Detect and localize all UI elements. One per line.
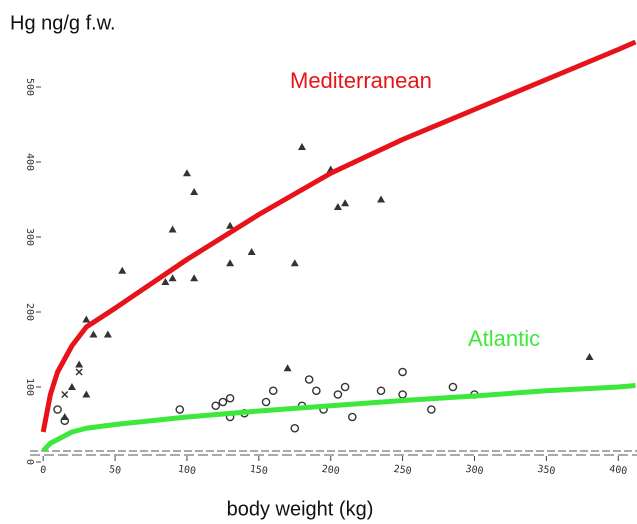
triangle-point (168, 274, 177, 282)
circle-point (398, 367, 407, 377)
circle-point (376, 386, 386, 396)
triangle-point (585, 353, 594, 360)
cross-point (75, 368, 83, 376)
circle-point (60, 416, 70, 426)
triangle-point (118, 266, 127, 274)
cross-point (61, 390, 69, 399)
x-tick-label: 150 (249, 464, 268, 477)
curve (41, 383, 636, 453)
circle-point (268, 386, 278, 396)
circle-point (347, 412, 357, 422)
y-tick-label: 400 (24, 153, 35, 171)
triangle-point (161, 278, 170, 285)
y-axis-title: Hg ng/g f.w. (10, 12, 116, 34)
y-tick-label: 300 (24, 228, 35, 246)
x-tick-label: 100 (177, 464, 196, 477)
triangle-point (283, 364, 292, 372)
x-tick-label: 250 (393, 464, 412, 477)
y-tick-label: 200 (24, 303, 35, 321)
triangle-point (247, 248, 256, 255)
x-tick-label: 200 (321, 464, 340, 477)
triangle-point (103, 330, 112, 338)
triangle-point (82, 390, 91, 398)
circle-point (175, 405, 185, 414)
x-tick-label: 400 (608, 464, 627, 477)
x-tick-label: 350 (537, 464, 556, 477)
circle-point (340, 382, 350, 392)
circle-point (398, 390, 407, 399)
triangle-point (75, 360, 84, 368)
series-label: Mediterranean (290, 68, 432, 93)
circle-point (218, 397, 228, 407)
triangle-point (290, 259, 299, 267)
triangle-point (377, 195, 386, 203)
triangle-point (82, 315, 91, 323)
curve (40, 39, 637, 433)
triangle-point (297, 143, 306, 150)
circle-point (427, 405, 436, 414)
circle-point (304, 375, 314, 384)
triangle-point (341, 199, 350, 207)
x-tick-label: 50 (108, 464, 121, 477)
triangle-point (182, 169, 191, 177)
x-tick-label: 0 (39, 465, 47, 477)
circle-point (312, 386, 321, 396)
x-axis-title: body weight (kg) (227, 498, 374, 520)
triangle-point (168, 225, 177, 233)
triangle-point (67, 383, 76, 390)
circle-point (448, 382, 458, 392)
triangle-point (226, 259, 235, 267)
triangle-point (226, 221, 235, 229)
y-tick-label: 100 (24, 378, 35, 396)
y-tick-label: 0 (24, 459, 35, 465)
triangle-point (190, 188, 199, 195)
x-tick-label: 300 (465, 464, 484, 477)
circle-point (290, 423, 300, 433)
circle-point (53, 405, 62, 414)
series-label: Atlantic (468, 326, 540, 351)
circle-point (333, 390, 343, 399)
circle-point (261, 397, 271, 407)
triangle-point (190, 274, 199, 282)
triangle-point (89, 330, 98, 338)
circle-point (211, 401, 221, 411)
circle-point (225, 393, 235, 403)
y-tick-label: 500 (24, 78, 35, 96)
triangle-point (333, 203, 342, 210)
